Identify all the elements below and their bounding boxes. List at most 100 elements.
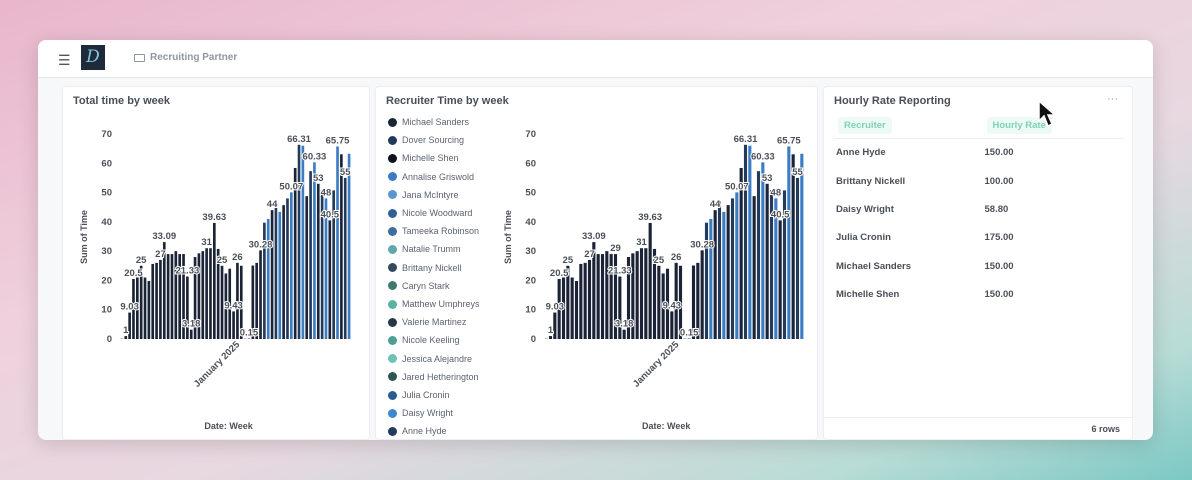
legend-swatch: [388, 299, 397, 309]
y-tick-label: 30: [525, 246, 536, 257]
bar: [657, 265, 661, 339]
table-row[interactable]: Michelle Shen 150.00: [834, 280, 1124, 308]
chart-title: Recruiter Time by week: [386, 95, 509, 107]
legend-item[interactable]: Caryn Stark: [388, 277, 480, 295]
recruiter-cell: Julia Cronin: [836, 232, 891, 244]
legend-label: Matthew Umphreys: [402, 299, 480, 310]
bar: [220, 265, 224, 339]
bar: [209, 248, 212, 339]
breadcrumb[interactable]: Recruiting Partner: [134, 52, 237, 63]
legend-label: Dover Sourcing: [402, 135, 465, 146]
bar: [566, 265, 570, 339]
legend-item[interactable]: Matthew Umphreys: [388, 295, 480, 313]
legend-item[interactable]: Michelle Shen: [388, 149, 480, 167]
column-header-recruiter[interactable]: Recruiter: [834, 117, 983, 139]
bar: [596, 254, 600, 339]
legend-swatch: [388, 172, 397, 182]
data-label: 65.75: [326, 135, 350, 146]
table-row[interactable]: Julia Cronin 175.00: [834, 224, 1124, 252]
legend-label: Jana McIntyre: [402, 189, 459, 200]
legend-item[interactable]: Jessica Alejandre: [388, 350, 480, 368]
table-row[interactable]: Michael Sanders 150.00: [834, 252, 1124, 280]
legend-item[interactable]: Annalise Griswold: [388, 168, 480, 186]
bar: [756, 171, 761, 339]
bar: [159, 259, 162, 339]
legend-item[interactable]: Valerie Martinez: [388, 313, 480, 331]
bar: [561, 277, 566, 339]
legend-item[interactable]: Natalie Trumm: [388, 240, 480, 258]
legend-item[interactable]: Nicole Woodward: [388, 204, 480, 222]
legend-label: Jared Hetherington: [402, 371, 479, 382]
hourly-rate-cell: 58.80: [984, 203, 1009, 215]
legend-swatch: [388, 281, 397, 291]
data-label: 1: [548, 325, 554, 336]
column-header-hourly-rate[interactable]: Hourly Rate: [982, 117, 1124, 139]
bar: [347, 153, 351, 339]
bar: [290, 192, 293, 339]
bar: [124, 336, 128, 339]
data-label: 30.28: [690, 239, 714, 250]
legend-item[interactable]: Jared Hetherington: [388, 368, 480, 386]
x-tick-label: January 2025: [631, 339, 682, 390]
bar: [652, 248, 657, 339]
legend-item[interactable]: Nicole Keeling: [388, 331, 480, 349]
recruiter-cell: Anne Hyde: [836, 147, 886, 159]
bar: [574, 280, 579, 339]
legend-item[interactable]: Dover Sourcing: [388, 131, 480, 149]
bar: [665, 268, 670, 339]
bar: [635, 251, 639, 339]
bar: [609, 254, 613, 339]
app-logo[interactable]: D: [81, 45, 105, 70]
bar: [735, 192, 739, 339]
recruiter-time-chart-card: Recruiter Time by week Michael Sanders Do…: [375, 86, 818, 440]
more-options-icon[interactable]: ···: [1107, 93, 1118, 105]
data-label: 33.09: [152, 231, 176, 242]
y-tick-label: 60: [101, 158, 112, 169]
bar: [286, 198, 289, 339]
legend-item[interactable]: Anne Hyde: [388, 422, 480, 440]
legend-item[interactable]: Brittany Nickell: [388, 259, 480, 277]
legend-item[interactable]: Tameeka Robinson: [388, 222, 480, 240]
bar: [136, 277, 139, 339]
data-label: 40.5: [771, 209, 790, 220]
bar: [548, 336, 553, 339]
y-tick-label: 0: [531, 334, 536, 345]
bar: [765, 183, 769, 339]
y-tick-label: 20: [101, 275, 112, 286]
data-label: 0.15: [240, 328, 259, 339]
bar: [670, 311, 674, 339]
bar: [128, 312, 131, 339]
table-row[interactable]: Daisy Wright 58.80: [834, 195, 1124, 223]
hourly-rate-cell: 100.00: [984, 175, 1014, 187]
bar: [648, 222, 652, 339]
legend-item[interactable]: Michael Sanders: [388, 113, 480, 131]
legend-swatch: [388, 263, 397, 273]
bar: [270, 210, 274, 339]
x-tick-label: January 2025: [192, 339, 243, 390]
data-label: 66.31: [734, 134, 758, 145]
recruiter-time-chart: 0 10 20 30 40 50 60 70 Sum of Time 66.31 65.7560.3…: [503, 129, 804, 431]
legend-label: Michael Sanders: [402, 117, 470, 127]
legend-swatch: [388, 372, 397, 382]
legend-item[interactable]: Julia Cronin: [388, 386, 480, 404]
data-label: 39.63: [202, 212, 226, 223]
legend-label: Valerie Martinez: [402, 317, 467, 328]
legend-item[interactable]: Daisy Wright: [388, 404, 480, 422]
data-label: 3.18: [182, 319, 201, 330]
table-row[interactable]: Anne Hyde 150.00: [834, 139, 1124, 167]
bar: [255, 262, 258, 339]
y-tick-label: 50: [525, 188, 536, 199]
bar: [739, 167, 743, 339]
bar: [197, 253, 201, 339]
bar: [274, 201, 278, 339]
hamburger-menu-icon[interactable]: ☰: [58, 52, 71, 68]
bar: [155, 262, 158, 339]
chart-legend: Michael Sanders Dover Sourcing Michelle Sh…: [388, 113, 480, 440]
legend-label: Julia Cronin: [402, 390, 450, 401]
bar: [293, 167, 297, 339]
table-row[interactable]: Brittany Nickell 100.00: [834, 167, 1124, 195]
legend-item[interactable]: Jana McIntyre: [388, 186, 480, 204]
bar: [213, 222, 216, 339]
data-label: 50.07: [725, 181, 749, 192]
y-axis-label: Sum of Time: [79, 210, 89, 264]
